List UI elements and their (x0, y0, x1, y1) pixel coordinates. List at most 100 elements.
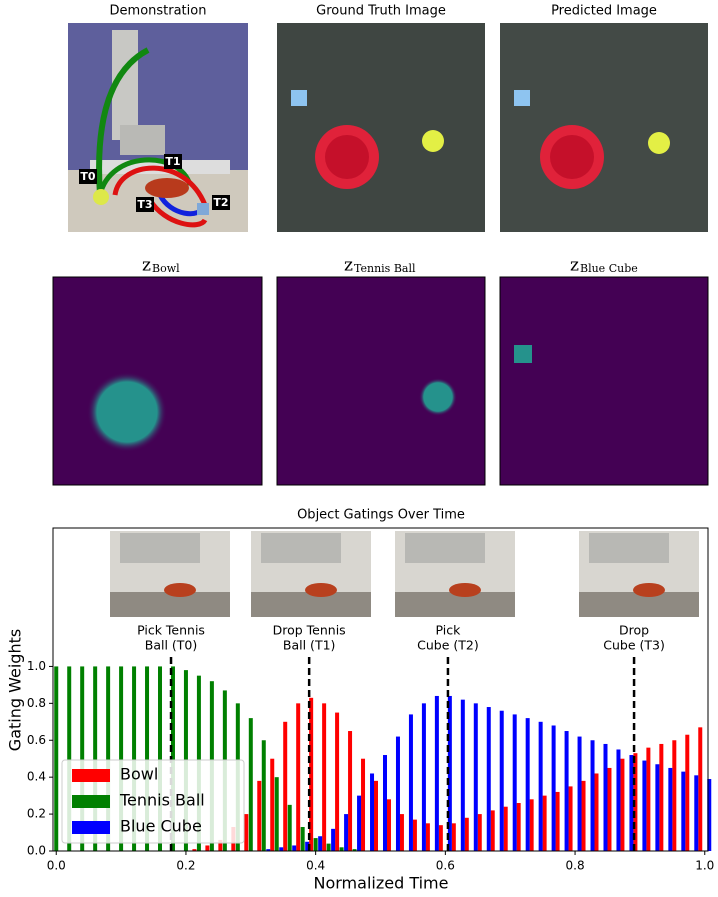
bar (67, 666, 72, 851)
bar (477, 814, 482, 851)
bar (694, 775, 699, 851)
bar (460, 699, 465, 851)
bar (516, 803, 521, 851)
x-tick-label: 0.4 (306, 859, 325, 873)
bar (633, 753, 638, 851)
event-label: Ball (T0) (145, 638, 198, 653)
bar (305, 841, 310, 851)
thumb-bowl (449, 583, 481, 597)
bar (655, 764, 660, 851)
chart-title: Object Gatings Over Time (297, 508, 465, 523)
bar (425, 823, 430, 851)
legend-label: Tennis Ball (119, 791, 205, 810)
bar (412, 819, 417, 851)
bar (335, 712, 340, 851)
bar (205, 845, 210, 851)
bar (248, 718, 253, 851)
latent-subscript: Bowl (152, 262, 180, 275)
demo-label: T0 (80, 170, 96, 183)
axes-frame (52, 527, 709, 852)
bar (590, 740, 595, 851)
bar (386, 799, 391, 851)
demo-label: T3 (137, 198, 152, 211)
bar (339, 847, 344, 851)
event-label: Ball (T1) (283, 638, 336, 653)
event-label: Cube (T2) (417, 638, 479, 653)
thumb-table (251, 592, 371, 617)
bar (499, 710, 504, 851)
bar (490, 810, 495, 851)
bar (555, 791, 560, 851)
bar (464, 817, 469, 851)
bar (659, 743, 664, 851)
x-axis-label: Normalized Time (314, 874, 449, 893)
bar (296, 703, 301, 851)
x-tick-label: 0.6 (436, 859, 455, 873)
latent-map (52, 276, 263, 486)
bar (603, 743, 608, 851)
bar (577, 736, 582, 851)
bar (707, 779, 712, 851)
bar (646, 747, 651, 851)
thumb-robot (405, 533, 485, 563)
bar (158, 666, 163, 851)
latent-symbol: z (142, 256, 151, 276)
plot: 0.0 0.2 0.4 0.6 0.8 1.0 0.0 0.2 0.4 0.6 0.8 1.0 Pick… (27, 623, 714, 873)
bar (685, 734, 690, 851)
event-label: Pick Tennis (137, 623, 205, 638)
bar (348, 731, 353, 851)
bar (352, 849, 357, 851)
y-tick-label: 0.6 (27, 733, 46, 747)
bar (434, 695, 439, 851)
ground-truth-image (277, 23, 485, 232)
thumb-bowl (305, 583, 337, 597)
bar (192, 849, 197, 851)
bar (525, 718, 530, 851)
bar (274, 777, 279, 851)
bar (542, 795, 547, 851)
bar (620, 758, 625, 851)
thumb-table (110, 592, 230, 617)
bar (119, 666, 124, 851)
panel-title: Demonstration (110, 4, 207, 19)
bar (399, 814, 404, 851)
bar (503, 806, 508, 851)
bar (512, 714, 517, 851)
thumbnails (110, 531, 699, 617)
bar (698, 727, 703, 851)
thumb-robot (261, 533, 341, 563)
y-tick-label: 0.2 (27, 807, 46, 821)
latent-subscript: Tennis Ball (354, 262, 416, 275)
demo-image: T0 T1 T2 T3 (68, 23, 248, 232)
bar (145, 666, 150, 851)
bar (672, 740, 677, 851)
legend-swatch (72, 821, 110, 834)
bar (581, 780, 586, 851)
bar (313, 838, 318, 851)
demo-label: T1 (165, 155, 180, 168)
bar (486, 707, 491, 851)
x-tick-label: 1.0 (695, 859, 714, 873)
thumb-bowl (164, 583, 196, 597)
bar (318, 836, 323, 851)
bar (642, 760, 647, 851)
bar (447, 695, 452, 851)
bar (395, 736, 400, 851)
thumb-bowl (633, 583, 665, 597)
latent-map (499, 276, 709, 486)
event-label: Drop (619, 623, 649, 638)
bar (568, 786, 573, 851)
legend-label: Bowl (120, 765, 158, 784)
legend-label: Blue Cube (120, 817, 202, 836)
bar (261, 740, 266, 851)
panel-title: Predicted Image (551, 4, 657, 19)
thumb-robot (589, 533, 669, 563)
bar (408, 714, 413, 851)
bar (292, 845, 297, 851)
bar (326, 843, 331, 851)
bar (266, 849, 271, 851)
y-tick-label: 0.8 (27, 696, 46, 710)
bar (300, 827, 305, 851)
latent-subscript: Blue Cube (580, 262, 638, 275)
bar (361, 758, 366, 851)
